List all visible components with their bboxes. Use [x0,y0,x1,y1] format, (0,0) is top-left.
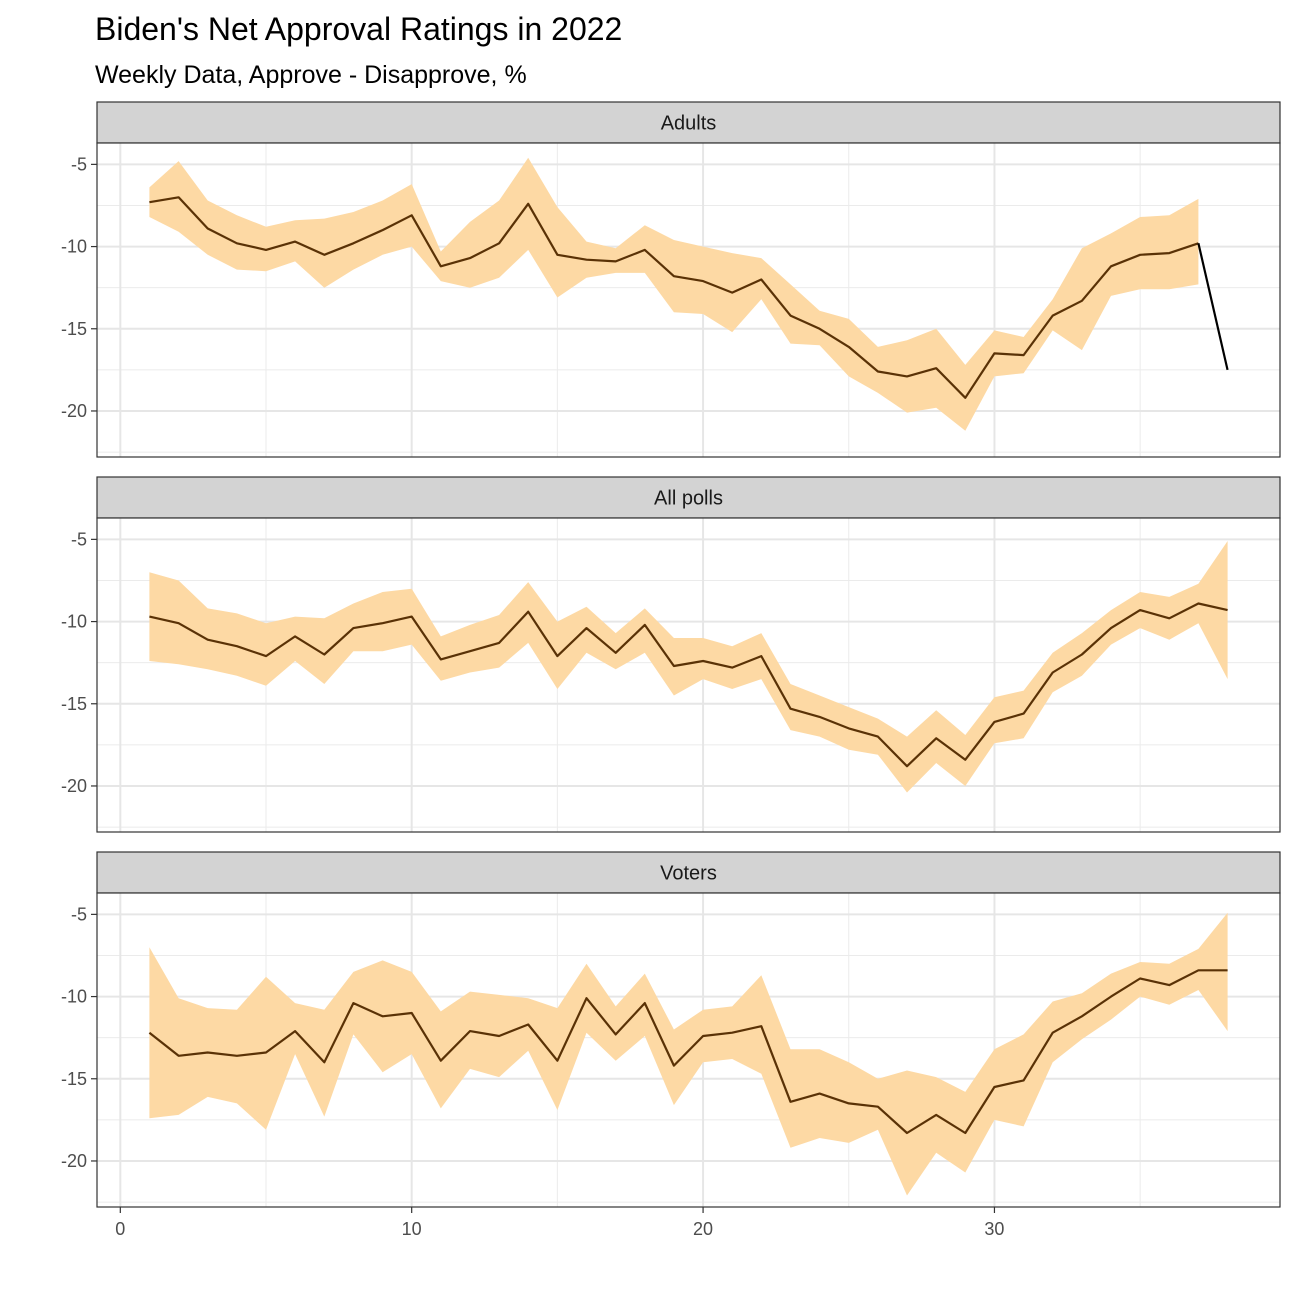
y-tick-label: -10 [61,987,87,1007]
x-axis: 0 10 20 30 [115,1207,1004,1239]
trailing-segment [1197,243,1229,371]
y-tick-label: -20 [61,776,87,796]
confidence-band [149,541,1228,793]
y-tick-label: -5 [71,529,87,549]
chart-title: Biden's Net Approval Ratings in 2022 [95,11,622,47]
y-axis: -5 -10 -15 -20 [61,154,97,421]
facet-strip [96,476,1281,519]
y-tick-label: -20 [61,1151,87,1171]
y-tick-label: -10 [61,612,87,632]
facet-strip-label: All polls [654,488,723,510]
x-tick-label: 30 [984,1219,1004,1239]
x-tick-label: 20 [693,1219,713,1239]
panel-voters: Voters -5 -10 -15 -20 [61,851,1281,1208]
confidence-band [149,157,1199,431]
y-axis: -5 -10 -15 -20 [61,529,97,796]
x-tick-label: 10 [402,1219,422,1239]
facet-strip-label: Adults [661,113,717,135]
net-approval-line [149,196,1199,399]
net-approval-line [148,969,1228,1135]
confidence-band [149,912,1228,1196]
y-tick-label: -10 [61,237,87,257]
panel-adults: Adults -5 -10 -15 -20 [61,101,1281,458]
panel-border [96,517,1281,833]
facet-strip [96,101,1281,144]
panel-border [96,142,1281,458]
y-tick-label: -15 [61,1069,87,1089]
panel-border [96,892,1281,1208]
series-group [148,912,1228,1196]
net-approval-line [149,602,1228,768]
y-tick-label: -5 [71,154,87,174]
chart-subtitle: Weekly Data, Approve - Disapprove, % [95,61,527,89]
series-group [149,541,1228,793]
y-axis: -5 -10 -15 -20 [61,904,97,1171]
facet-strip-label: Voters [660,863,717,885]
gridlines [97,143,1280,457]
panel-all-polls: All polls -5 -10 -15 -20 [61,476,1281,833]
facet-strip [96,851,1281,894]
x-tick-label: 0 [115,1219,125,1239]
y-tick-label: -20 [61,401,87,421]
y-tick-label: -15 [61,319,87,339]
y-tick-label: -5 [71,904,87,924]
series-group [149,157,1229,431]
y-tick-label: -15 [61,694,87,714]
